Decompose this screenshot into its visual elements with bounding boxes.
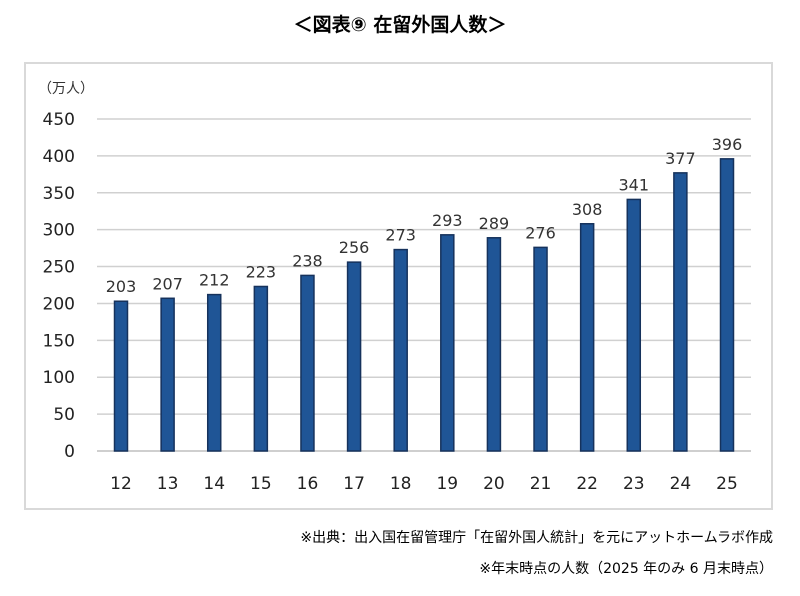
bar-13 xyxy=(160,297,175,452)
data-label: 273 xyxy=(385,226,416,245)
x-tick-label: 12 xyxy=(110,474,132,494)
data-label: 212 xyxy=(199,271,230,290)
data-label: 203 xyxy=(106,277,137,296)
x-tick-label: 24 xyxy=(670,474,692,494)
data-label: 341 xyxy=(618,175,649,194)
x-tick-label: 14 xyxy=(203,474,225,494)
x-tick-label: 15 xyxy=(250,474,272,494)
x-tick-label: 23 xyxy=(623,474,645,494)
bar-12 xyxy=(113,300,129,452)
bar-15 xyxy=(253,285,269,452)
y-tick-label: 450 xyxy=(43,110,75,130)
chart-title: ＜図表⑨ 在留外国人数＞ xyxy=(293,14,507,36)
x-tick-label: 19 xyxy=(436,474,458,494)
bar-16 xyxy=(300,274,315,452)
y-tick-label: 400 xyxy=(43,147,75,167)
bar-18 xyxy=(393,248,408,452)
y-tick-label: 100 xyxy=(43,368,75,388)
data-label: 207 xyxy=(152,274,183,293)
remark-note: ※年末時点の人数（2025 年のみ 6 月末時点） xyxy=(479,561,773,577)
bar-24 xyxy=(673,172,688,452)
data-label: 308 xyxy=(572,200,603,219)
bar-17 xyxy=(346,261,362,452)
y-tick-label: 250 xyxy=(43,258,75,278)
data-label: 238 xyxy=(292,251,323,270)
data-label: 377 xyxy=(665,149,696,168)
x-tick-label: 25 xyxy=(716,474,738,494)
data-label: 396 xyxy=(712,135,743,154)
x-tick-label: 20 xyxy=(483,474,505,494)
bar-20 xyxy=(486,237,502,452)
data-label: 293 xyxy=(432,211,463,230)
x-tick-label: 18 xyxy=(390,474,412,494)
x-tick-label: 22 xyxy=(576,474,598,494)
data-label: 223 xyxy=(246,262,277,281)
y-tick-label: 0 xyxy=(64,442,75,462)
y-tick-label: 150 xyxy=(43,331,75,351)
x-tick-label: 21 xyxy=(530,474,552,494)
y-tick-label: 300 xyxy=(43,221,75,241)
data-label: 256 xyxy=(339,238,370,257)
bar-23 xyxy=(626,198,642,452)
data-label: 276 xyxy=(525,223,556,242)
source-note: ※出典：出入国在留管理庁「在留外国人統計」を元にアットホームラボ作成 xyxy=(300,530,773,546)
data-label: 289 xyxy=(479,214,510,233)
y-tick-label: 50 xyxy=(53,405,75,425)
y-tick-label: 200 xyxy=(43,294,75,314)
y-axis-unit: （万人） xyxy=(38,81,94,97)
bar-21 xyxy=(533,246,548,452)
x-tick-label: 13 xyxy=(157,474,179,494)
bar-22 xyxy=(579,223,595,452)
bar-19 xyxy=(440,234,455,452)
bar-14 xyxy=(206,293,222,452)
x-tick-label: 16 xyxy=(297,474,319,494)
y-tick-label: 350 xyxy=(43,184,75,204)
bar-25 xyxy=(719,158,735,452)
chart-frame xyxy=(24,62,773,510)
x-tick-label: 17 xyxy=(343,474,365,494)
